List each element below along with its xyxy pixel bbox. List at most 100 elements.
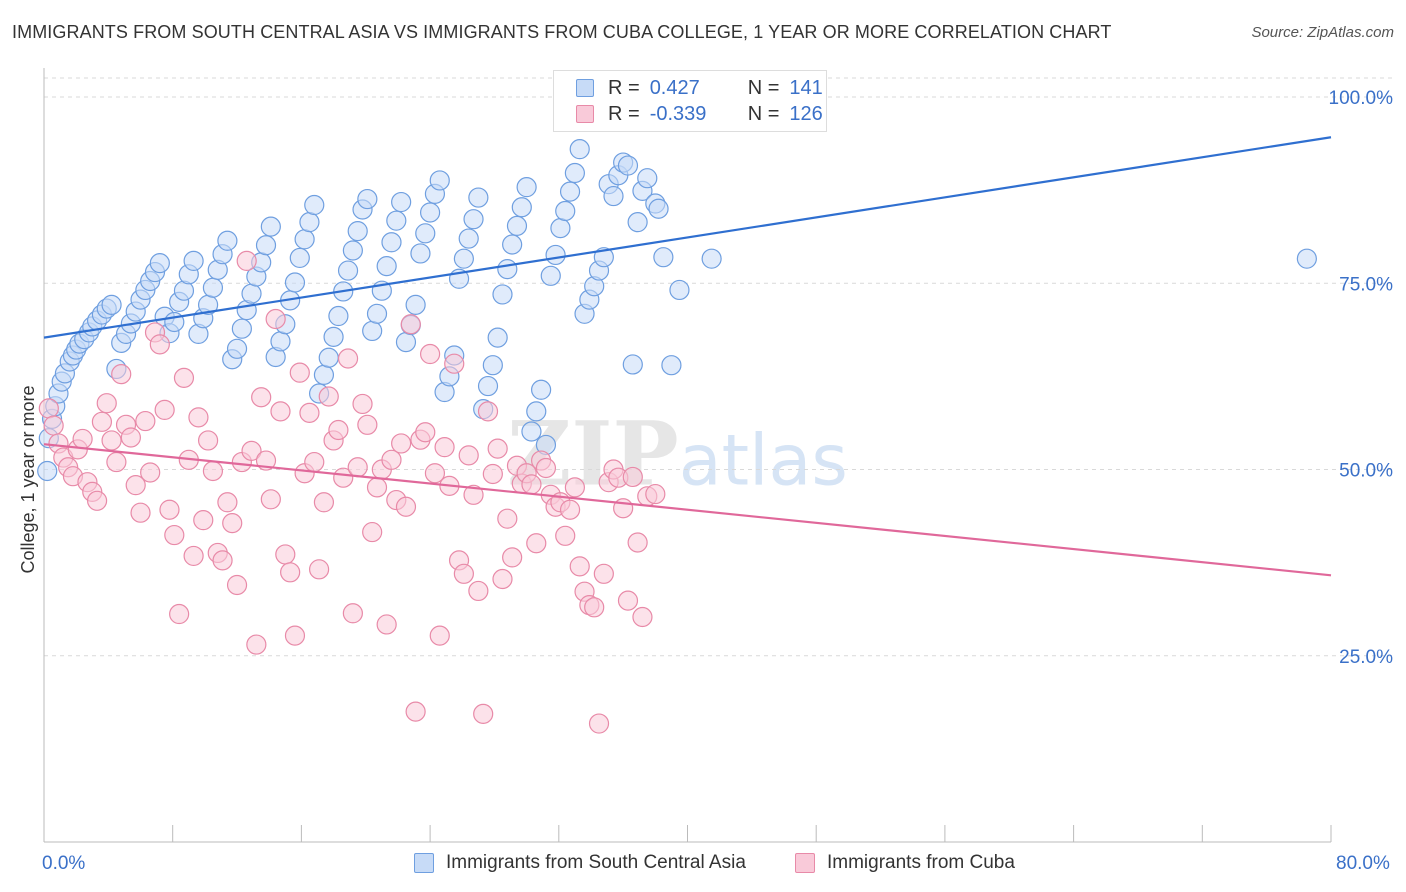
point-cuba <box>222 513 243 534</box>
point-south-central-asia <box>531 379 552 400</box>
point-cuba <box>420 343 441 365</box>
point-south-central-asia <box>323 326 344 347</box>
point-south-central-asia <box>255 235 277 256</box>
point-cuba <box>226 574 248 596</box>
trend-line-south-central-asia <box>43 136 1332 339</box>
point-south-central-asia <box>627 212 648 233</box>
point-cuba <box>502 547 523 568</box>
point-south-central-asia <box>328 305 349 327</box>
point-south-central-asia <box>526 401 547 422</box>
y-tick-label: 25.0% <box>1339 647 1393 668</box>
point-cuba <box>299 402 320 423</box>
point-cuba <box>453 563 474 584</box>
point-south-central-asia <box>540 265 561 286</box>
r-value: 0.427 <box>649 76 700 99</box>
point-south-central-asia <box>294 229 315 250</box>
point-cuba <box>202 460 224 482</box>
point-cuba <box>352 393 373 415</box>
point-south-central-asia <box>477 375 499 397</box>
point-south-central-asia <box>304 194 325 216</box>
point-cuba <box>96 393 117 414</box>
n-value: 126 <box>789 102 823 125</box>
point-south-central-asia <box>502 234 523 255</box>
point-south-central-asia <box>487 327 508 348</box>
point-cuba <box>125 475 146 496</box>
y-tick-label: 75.0% <box>1339 274 1393 295</box>
point-cuba <box>622 466 643 488</box>
point-cuba <box>593 563 614 584</box>
x-axis-max-label: 80.0% <box>1336 853 1390 874</box>
point-south-central-asia <box>420 202 441 223</box>
point-cuba <box>362 521 383 543</box>
point-south-central-asia <box>342 240 363 261</box>
point-south-central-asia <box>463 209 484 230</box>
r-value: -0.339 <box>649 102 707 125</box>
point-south-central-asia <box>357 188 378 210</box>
point-cuba <box>173 367 195 388</box>
point-south-central-asia <box>37 460 58 482</box>
point-cuba <box>415 422 436 443</box>
point-south-central-asia <box>648 198 669 219</box>
bottom-legend-cuba: Immigrants from Cuba <box>795 852 1015 874</box>
point-south-central-asia <box>506 215 528 236</box>
point-cuba <box>424 463 446 484</box>
point-south-central-asia <box>550 218 571 239</box>
point-cuba <box>304 451 325 473</box>
point-cuba <box>347 457 368 478</box>
point-south-central-asia <box>492 284 513 305</box>
point-cuba <box>212 550 233 571</box>
point-south-central-asia <box>458 228 479 249</box>
point-cuba <box>265 308 286 330</box>
point-cuba <box>217 492 238 513</box>
point-cuba <box>429 625 450 646</box>
point-south-central-asia <box>270 331 291 352</box>
chart-title: IMMIGRANTS FROM SOUTH CENTRAL ASIA VS IM… <box>12 22 1112 42</box>
point-south-central-asia <box>637 168 658 189</box>
point-south-central-asia <box>284 272 306 293</box>
point-cuba <box>627 532 648 553</box>
point-south-central-asia <box>241 283 262 304</box>
point-cuba <box>318 386 339 407</box>
point-south-central-asia <box>511 197 532 218</box>
point-cuba <box>569 556 590 577</box>
point-south-central-asia <box>521 421 542 442</box>
point-south-central-asia <box>410 243 431 264</box>
legend-swatch-pink <box>576 105 594 123</box>
y-tick-label: 50.0% <box>1339 461 1393 482</box>
point-south-central-asia <box>405 294 426 315</box>
point-cuba <box>111 364 132 385</box>
point-south-central-asia <box>366 303 388 324</box>
n-label: N = <box>747 76 780 99</box>
point-south-central-asia <box>337 260 359 281</box>
point-cuba <box>482 463 503 485</box>
point-cuba <box>492 568 513 590</box>
point-cuba <box>140 462 161 483</box>
point-cuba <box>526 533 547 554</box>
point-cuba <box>333 467 354 488</box>
point-south-central-asia <box>497 258 518 280</box>
point-cuba <box>376 614 397 635</box>
point-cuba <box>308 559 330 580</box>
point-cuba <box>632 606 653 628</box>
point-cuba <box>38 398 59 419</box>
point-cuba <box>559 499 581 520</box>
bottom-legend-swatch-blue <box>414 853 434 873</box>
point-cuba <box>588 713 610 734</box>
point-cuba <box>241 440 262 461</box>
point-cuba <box>564 477 585 498</box>
bottom-legend-label: Immigrants from Cuba <box>827 852 1015 873</box>
point-south-central-asia <box>101 294 122 315</box>
point-cuba <box>395 496 417 517</box>
watermark-atlas: atlas <box>679 419 848 501</box>
point-cuba <box>86 490 108 511</box>
point-cuba <box>197 430 219 451</box>
point-south-central-asia <box>593 247 614 268</box>
point-south-central-asia <box>347 221 368 242</box>
point-south-central-asia <box>453 248 474 269</box>
point-cuba <box>337 348 359 369</box>
legend-row-cuba: R = -0.339 N = 126 <box>576 102 823 126</box>
point-south-central-asia <box>299 212 320 233</box>
point-south-central-asia <box>468 187 489 208</box>
point-south-central-asia <box>1296 248 1317 269</box>
point-cuba <box>357 414 378 435</box>
